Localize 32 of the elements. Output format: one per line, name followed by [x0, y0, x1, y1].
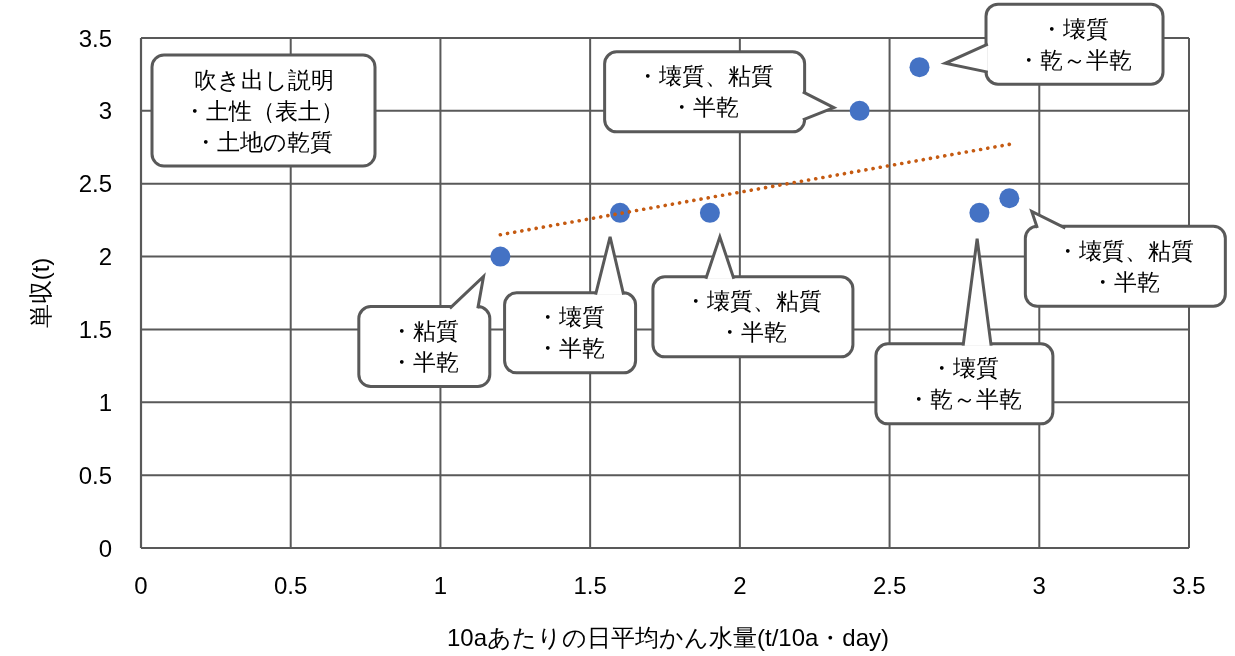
- x-tick-label: 2.5: [872, 571, 907, 599]
- annotation: ・壊質・半乾: [535, 304, 605, 362]
- y-tick-label: 2.5: [78, 170, 112, 198]
- point: [909, 57, 930, 78]
- annotation: ・壊質、粘質・半乾: [683, 288, 822, 346]
- y-tick-label: 3.5: [78, 24, 112, 52]
- y-tick-label: 2: [98, 243, 112, 271]
- annotation: ・壊質、粘質・半乾: [635, 63, 774, 121]
- point: [849, 100, 870, 121]
- annotation: ・粘質・半乾: [389, 318, 459, 376]
- x-tick-label: 2: [733, 571, 747, 599]
- annotation: ・壊質・乾～半乾: [906, 355, 1022, 413]
- annotation: ・壊質・乾～半乾: [1017, 15, 1133, 73]
- y-axis-title: 単収(t): [26, 257, 54, 329]
- point: [699, 202, 720, 223]
- point: [490, 246, 511, 267]
- y-tick-label: 0: [98, 534, 112, 562]
- x-tick-label: 0: [134, 571, 148, 599]
- x-tick-label: 1: [433, 571, 448, 599]
- x-tick-label: 3.5: [1172, 571, 1206, 599]
- y-tick-label: 1: [98, 388, 112, 416]
- x-tick-label: 1.5: [573, 571, 607, 599]
- x-axis-title: 10aあたりの日平均かん水量(t/10a・day): [446, 623, 890, 651]
- annotation: 吹き出し説明・土性（表土）・土地の乾質: [183, 66, 344, 155]
- x-tick-label: 3: [1032, 571, 1046, 599]
- annotation: ・壊質、粘質・半乾: [1056, 237, 1195, 295]
- x-tick-label: 0.5: [274, 571, 308, 599]
- point: [999, 188, 1020, 209]
- y-tick-label: 0.5: [78, 461, 112, 489]
- y-tick-label: 3: [98, 97, 112, 125]
- y-tick-label: 1.5: [78, 315, 112, 343]
- point: [969, 202, 990, 223]
